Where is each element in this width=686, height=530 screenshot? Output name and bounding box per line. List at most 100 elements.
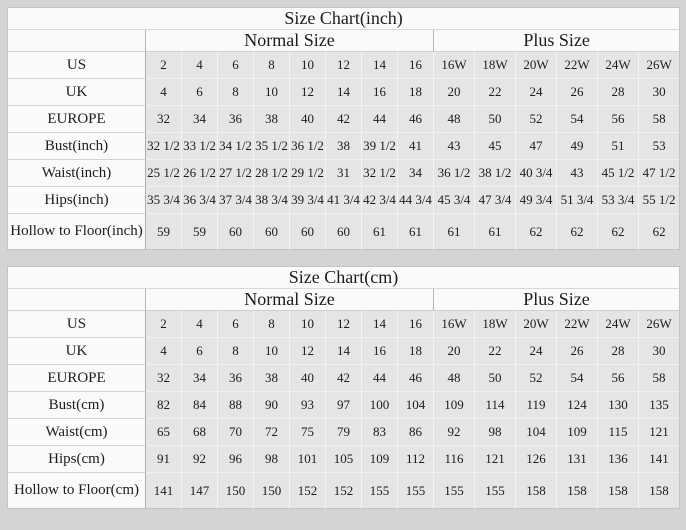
size-cell: 34 bbox=[182, 365, 218, 392]
size-chart-inch-table: Size Chart(inch) Normal Size Plus Size US 2 4… bbox=[7, 7, 681, 250]
size-cell: 58 bbox=[639, 365, 681, 392]
size-cell: 4 bbox=[146, 79, 182, 106]
size-cell: 60 bbox=[218, 214, 254, 250]
size-cell: 141 bbox=[639, 446, 681, 473]
size-cell: 70 bbox=[218, 419, 254, 446]
row-label: EUROPE bbox=[8, 365, 146, 392]
size-cell: 79 bbox=[326, 419, 362, 446]
size-cell: 48 bbox=[434, 106, 475, 133]
size-cell: 43 bbox=[434, 133, 475, 160]
table-title: Size Chart(inch) bbox=[8, 8, 681, 30]
size-cell: 14 bbox=[362, 52, 398, 79]
size-cell: 135 bbox=[639, 392, 681, 419]
size-cell: 48 bbox=[434, 365, 475, 392]
size-cell: 41 bbox=[398, 133, 434, 160]
size-cell: 121 bbox=[475, 446, 516, 473]
size-cell: 59 bbox=[146, 214, 182, 250]
size-cell: 24W bbox=[598, 311, 639, 338]
size-cell: 40 bbox=[290, 365, 326, 392]
size-cell: 10 bbox=[254, 338, 290, 365]
size-cell: 32 bbox=[146, 106, 182, 133]
table-row: Hips(inch) 35 3/4 36 3/4 37 3/4 38 3/4 39 3/4… bbox=[8, 187, 681, 214]
size-cell: 56 bbox=[598, 365, 639, 392]
size-cell: 52 bbox=[516, 365, 557, 392]
size-cell: 24W bbox=[598, 52, 639, 79]
size-cell: 2 bbox=[146, 311, 182, 338]
size-cell: 109 bbox=[434, 392, 475, 419]
size-cell: 65 bbox=[146, 419, 182, 446]
size-cell: 24 bbox=[516, 79, 557, 106]
size-cell: 4 bbox=[182, 311, 218, 338]
size-cell: 8 bbox=[254, 311, 290, 338]
size-cell: 46 bbox=[398, 365, 434, 392]
size-cell: 4 bbox=[146, 338, 182, 365]
size-cell: 6 bbox=[182, 338, 218, 365]
size-cell: 47 bbox=[516, 133, 557, 160]
size-cell: 40 3/4 bbox=[516, 160, 557, 187]
size-cell: 141 bbox=[146, 473, 182, 509]
size-cell: 96 bbox=[218, 446, 254, 473]
size-cell: 39 1/2 bbox=[362, 133, 398, 160]
size-cell: 121 bbox=[639, 419, 681, 446]
size-cell: 16 bbox=[398, 52, 434, 79]
size-cell: 54 bbox=[557, 365, 598, 392]
size-cell: 30 bbox=[639, 79, 681, 106]
size-cell: 86 bbox=[398, 419, 434, 446]
row-label: Hollow to Floor(cm) bbox=[8, 473, 146, 509]
table-row: Waist(inch) 25 1/2 26 1/2 27 1/2 28 1/2 29 1/… bbox=[8, 160, 681, 187]
size-cell: 150 bbox=[218, 473, 254, 509]
size-cell: 115 bbox=[598, 419, 639, 446]
size-cell: 30 bbox=[639, 338, 681, 365]
table-row: US 2 4 6 8 10 12 14 16 16W 18W 20W 22W 24W 26W bbox=[8, 311, 681, 338]
size-cell: 20W bbox=[516, 311, 557, 338]
size-cell: 88 bbox=[218, 392, 254, 419]
size-cell: 22 bbox=[475, 338, 516, 365]
size-cell: 44 bbox=[362, 365, 398, 392]
size-cell: 38 3/4 bbox=[254, 187, 290, 214]
row-label: Waist(inch) bbox=[8, 160, 146, 187]
size-cell: 4 bbox=[182, 52, 218, 79]
row-label: Waist(cm) bbox=[8, 419, 146, 446]
size-cell: 50 bbox=[475, 365, 516, 392]
size-cell: 98 bbox=[254, 446, 290, 473]
row-label: US bbox=[8, 52, 146, 79]
size-cell: 152 bbox=[290, 473, 326, 509]
size-cell: 16 bbox=[362, 79, 398, 106]
size-cell: 39 3/4 bbox=[290, 187, 326, 214]
size-cell: 16W bbox=[434, 52, 475, 79]
size-cell: 53 bbox=[639, 133, 681, 160]
size-cell: 62 bbox=[598, 214, 639, 250]
size-cell: 12 bbox=[326, 311, 362, 338]
size-cell: 42 3/4 bbox=[362, 187, 398, 214]
size-cell: 92 bbox=[182, 446, 218, 473]
table-row: Hollow to Floor(cm) 141 147 150 150 152 152 155… bbox=[8, 473, 681, 509]
size-cell: 16W bbox=[434, 311, 475, 338]
size-cell: 16 bbox=[362, 338, 398, 365]
table-row: EUROPE 32 34 36 38 40 42 44 46 48 50 52 54 56 58 bbox=[8, 365, 681, 392]
table-row: Hollow to Floor(inch) 59 59 60 60 60 60 61 61 61 6… bbox=[8, 214, 681, 250]
size-cell: 155 bbox=[475, 473, 516, 509]
size-cell: 20 bbox=[434, 338, 475, 365]
size-cell: 53 3/4 bbox=[598, 187, 639, 214]
size-cell: 8 bbox=[254, 52, 290, 79]
size-cell: 18 bbox=[398, 338, 434, 365]
size-cell: 158 bbox=[557, 473, 598, 509]
size-cell: 24 bbox=[516, 338, 557, 365]
size-cell: 18W bbox=[475, 52, 516, 79]
size-cell: 10 bbox=[254, 79, 290, 106]
size-cell: 47 3/4 bbox=[475, 187, 516, 214]
size-cell: 28 bbox=[598, 79, 639, 106]
size-cell: 72 bbox=[254, 419, 290, 446]
size-cell: 58 bbox=[639, 106, 681, 133]
table-row: UK 4 6 8 10 12 14 16 18 20 22 24 26 28 30 bbox=[8, 338, 681, 365]
size-cell: 34 1/2 bbox=[218, 133, 254, 160]
size-cell: 54 bbox=[557, 106, 598, 133]
size-cell: 98 bbox=[475, 419, 516, 446]
row-label: Bust(cm) bbox=[8, 392, 146, 419]
size-cell: 75 bbox=[290, 419, 326, 446]
size-cell: 34 bbox=[398, 160, 434, 187]
size-cell: 35 3/4 bbox=[146, 187, 182, 214]
row-label: UK bbox=[8, 338, 146, 365]
corner-cell bbox=[8, 289, 146, 311]
size-cell: 90 bbox=[254, 392, 290, 419]
